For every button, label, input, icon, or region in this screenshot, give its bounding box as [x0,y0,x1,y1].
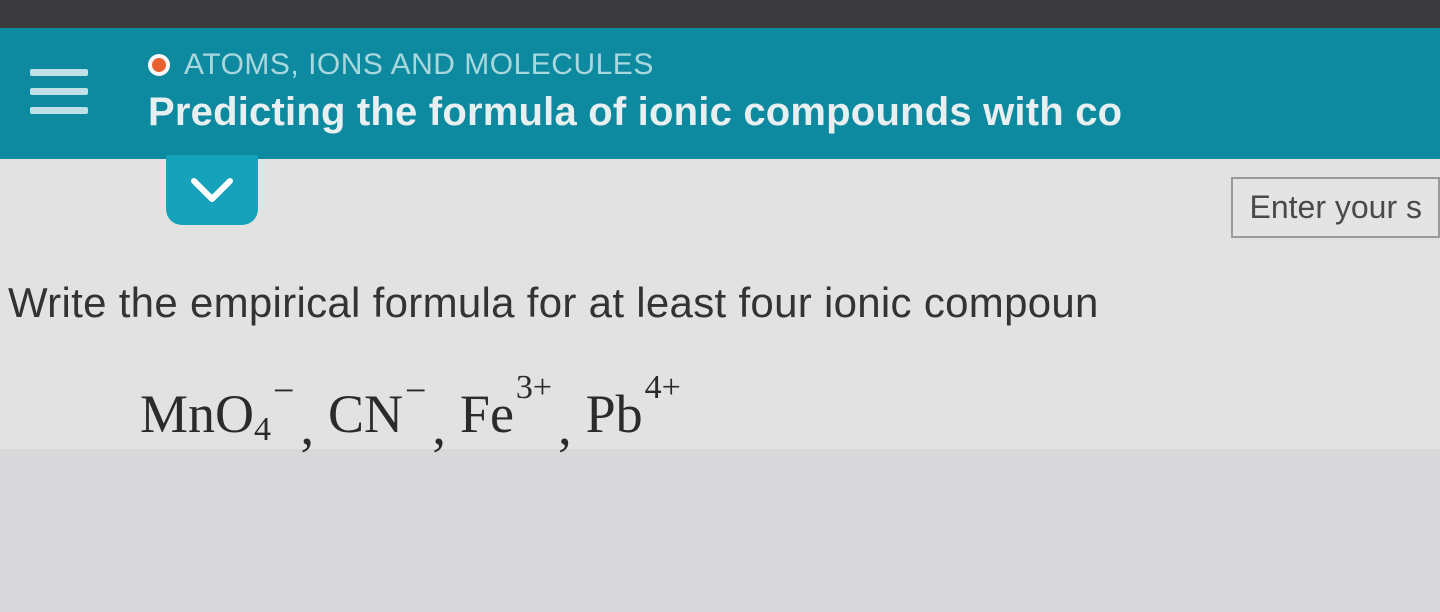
answer-input[interactable]: Enter your s [1231,177,1440,238]
ion-base: Pb [586,387,643,441]
header-text: ATOMS, IONS AND MOLECULES Predicting the… [148,48,1440,135]
expand-toggle-button[interactable] [166,155,258,225]
top-strip [0,0,1440,28]
ion-list: MnO 4 − , CN − , Fe 3+ , Pb 4+ [0,387,1440,449]
topic-title: Predicting the formula of ionic compound… [148,90,1440,135]
ion-base: MnO [140,387,254,441]
ion-item: CN − [328,387,426,441]
ion-subscript: 4 [254,411,271,449]
header-bar: ATOMS, IONS AND MOLECULES Predicting the… [0,28,1440,159]
separator: , [432,395,446,457]
ion-superscript: − [405,369,426,413]
chevron-down-icon [190,175,234,205]
section-label: ATOMS, IONS AND MOLECULES [184,48,654,82]
separator: , [300,395,314,457]
hamburger-menu-icon[interactable] [30,69,88,114]
ion-item: Pb 4+ [586,387,681,441]
answer-input-text: Enter your s [1249,189,1422,225]
ion-superscript: 3+ [516,369,552,407]
ion-item: MnO 4 − [140,387,294,441]
section-row: ATOMS, IONS AND MOLECULES [148,48,1440,82]
ion-superscript: 4+ [645,369,681,407]
ion-item: Fe 3+ [460,387,552,441]
ion-superscript: − [273,369,294,413]
content-area: Enter your s Write the empirical formula… [0,159,1440,449]
ion-base: Fe [460,387,514,441]
separator: , [558,395,572,457]
status-dot-icon [148,54,170,76]
ion-base: CN [328,387,403,441]
